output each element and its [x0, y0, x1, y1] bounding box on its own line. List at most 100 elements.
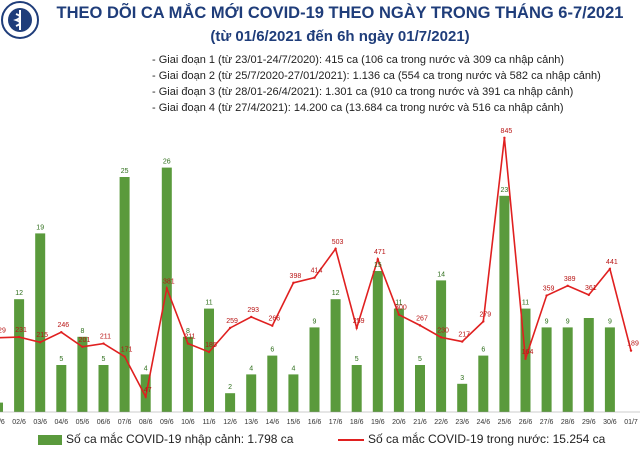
line-label-20/6: 300 — [395, 305, 407, 312]
line-label-25/6: 845 — [501, 128, 513, 135]
line-label-10/6: 211 — [184, 334, 195, 341]
bar-13/6 — [246, 374, 257, 412]
tick-30/6: 30/6 — [603, 419, 617, 426]
tick-02/6: 02/6 — [12, 419, 26, 426]
tick-11/6: 11/6 — [202, 419, 215, 426]
bar-28/6 — [562, 327, 573, 412]
bar-label-03/6: 19 — [36, 224, 44, 231]
line-series — [0, 136, 633, 400]
line-point-16/6 — [313, 276, 316, 279]
line-label-19/6: 471 — [374, 249, 386, 256]
line-label-07/6: 171 — [121, 347, 133, 354]
bar-label-06/6: 5 — [102, 356, 106, 363]
tick-18/6: 18/6 — [350, 419, 364, 426]
phase-3: - Giai đoạn 3 (từ 28/01-26/4/2021): 1.30… — [152, 86, 574, 98]
bar-label-28/6: 9 — [566, 318, 570, 325]
line-label-08/6: 47 — [144, 387, 152, 394]
bar-label-13/6: 4 — [249, 365, 253, 372]
line-label-05/6: 201 — [79, 337, 91, 344]
line-label-29/6: 361 — [585, 285, 597, 292]
bar-15/6 — [288, 374, 299, 412]
tick-26/6: 26/6 — [519, 419, 533, 426]
bar-label-02/6: 12 — [15, 290, 23, 297]
line-point-27/6 — [545, 294, 548, 297]
bar-29/6 — [583, 318, 594, 412]
tick-13/6: 13/6 — [244, 419, 258, 426]
tick-03/6: 03/6 — [33, 419, 47, 426]
tick-20/6: 20/6 — [392, 419, 406, 426]
bar-07/6 — [119, 177, 130, 412]
bar-17/6 — [330, 299, 341, 412]
line-label-11/6: 185 — [205, 342, 217, 349]
line-point-11/6 — [207, 350, 211, 354]
tick-29/6: 29/6 — [582, 419, 596, 426]
bar-label-24/6: 6 — [481, 347, 485, 354]
bar-10/6 — [182, 336, 193, 412]
phase-1: - Giai đoạn 1 (từ 23/01-24/7/2020): 415 … — [152, 54, 565, 66]
line-label-13/6: 293 — [247, 307, 259, 314]
bar-label-09/6: 26 — [163, 159, 171, 166]
line-point-30/6 — [608, 267, 612, 271]
tick-14/6: 14/6 — [265, 419, 279, 426]
line-label-27/6: 359 — [543, 286, 555, 293]
phase-4: - Giai đoạn 4 (từ 27/4/2021): 14.200 ca … — [152, 102, 564, 114]
bar-25/6 — [499, 195, 510, 412]
bar-label-14/6: 6 — [270, 347, 274, 354]
bar-label-11/6: 11 — [205, 300, 212, 307]
line-label-22/6: 230 — [437, 327, 449, 334]
bar-label-21/6: 5 — [418, 356, 422, 363]
bar-label-27/6: 9 — [545, 318, 549, 325]
bar-series — [0, 167, 615, 412]
bar-label-05/6: 8 — [80, 328, 84, 335]
line-point-12/6 — [228, 326, 232, 330]
legend-line-swatch — [338, 438, 364, 441]
line-point-09/6 — [165, 287, 168, 290]
tick-05/6: 05/6 — [76, 419, 90, 426]
line-label-28/6: 389 — [564, 276, 576, 283]
tick-22/6: 22/6 — [434, 419, 448, 426]
line-point-03/6 — [39, 341, 42, 344]
tick-15/6: 15/6 — [287, 419, 301, 426]
bar-20/6 — [393, 308, 404, 412]
line-label-23/6: 217 — [458, 332, 470, 339]
tick-24/6: 24/6 — [476, 419, 490, 426]
bar-22/6 — [436, 280, 447, 412]
line-point-13/6 — [250, 315, 253, 319]
line-point-06/6 — [102, 342, 105, 345]
bar-label-04/6: 5 — [59, 356, 63, 363]
phase-2: - Giai đoạn 2 (từ 25/7/2020-27/01/2021):… — [152, 70, 601, 82]
line-label-01/6: 229 — [0, 328, 6, 335]
legend-item-domestic: Số ca mắc COVID-19 trong nước: 15.254 ca — [338, 432, 605, 446]
line-point-20/6 — [397, 313, 401, 316]
bar-11/6 — [204, 308, 214, 412]
tick-23/6: 23/6 — [455, 419, 469, 426]
bar-label-17/6: 12 — [332, 290, 340, 297]
bar-label-12/6: 2 — [228, 384, 232, 391]
bar-label-08/6: 4 — [144, 365, 148, 372]
tick-09/6: 09/6 — [160, 419, 174, 426]
line-label-26/6: 164 — [522, 349, 534, 356]
line-label-16/6: 414 — [311, 268, 323, 275]
line-point-07/6 — [123, 355, 126, 358]
bar-label-23/6: 3 — [460, 375, 464, 382]
line-label-14/6: 266 — [268, 316, 280, 323]
line-label-06/6: 211 — [100, 334, 111, 341]
line-label-03/6: 215 — [36, 332, 48, 339]
bar-label-16/6: 9 — [313, 318, 317, 325]
bar-label-25/6: 23 — [501, 187, 509, 194]
bar-label-20/6: 11 — [395, 300, 402, 307]
line-point-17/6 — [334, 247, 337, 251]
bar-label-22/6: 14 — [437, 271, 445, 278]
bar-12/6 — [225, 393, 236, 412]
line-point-25/6 — [503, 136, 506, 140]
bar-03/6 — [35, 233, 46, 412]
tick-06/6: 06/6 — [97, 419, 111, 426]
x-axis-ticks: 01/6 02/6 03/6 04/6 05/6 06/6 07/6 08/6 09/6 10/6… — [0, 411, 640, 426]
bar-label-15/6: 4 — [291, 365, 295, 372]
bar-05/6 — [77, 336, 88, 412]
bar-06/6 — [98, 365, 109, 412]
tick-17/6: 17/6 — [329, 419, 343, 426]
line-label-09/6: 381 — [163, 278, 175, 285]
legend-bar-swatch — [38, 434, 62, 445]
